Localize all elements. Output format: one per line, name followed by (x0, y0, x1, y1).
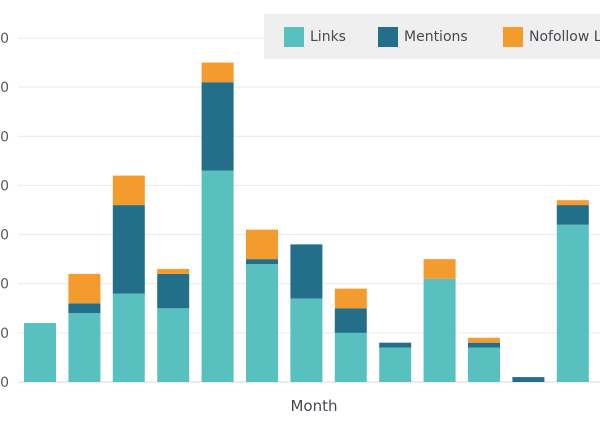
bar-nofollow-l[interactable] (157, 268, 190, 274)
bar-mentions[interactable] (68, 303, 101, 314)
bar-mentions[interactable] (512, 377, 545, 382)
bar-mentions[interactable] (334, 308, 367, 333)
y-tick-label: 0 (0, 80, 9, 96)
legend-swatch-mentions (378, 27, 398, 47)
y-tick-label: 0 (0, 129, 9, 145)
bar-links[interactable] (201, 170, 234, 382)
legend-swatch-links (284, 27, 304, 47)
bar-mentions[interactable] (379, 342, 412, 348)
bar-nofollow-l[interactable] (423, 259, 456, 279)
bar-links[interactable] (290, 298, 323, 382)
bar-mentions[interactable] (201, 82, 234, 171)
bar-links[interactable] (68, 313, 101, 382)
bar-nofollow-l[interactable] (556, 200, 589, 206)
bar-nofollow-l[interactable] (68, 273, 101, 304)
x-axis-title: Month (290, 397, 337, 415)
y-tick-label: 0 (0, 178, 9, 194)
bar-links[interactable] (468, 347, 500, 382)
bar-nofollow-l[interactable] (201, 62, 234, 83)
bar-nofollow-l[interactable] (246, 229, 278, 260)
bar-series (24, 62, 589, 382)
bar-links[interactable] (246, 264, 278, 382)
legend-label-mentions: Mentions (404, 29, 468, 45)
legend-item-mentions[interactable]: Mentions (378, 26, 468, 48)
bar-mentions[interactable] (290, 244, 323, 299)
bar-mentions[interactable] (157, 273, 190, 309)
y-tick-label: 0 (0, 31, 9, 47)
y-tick-label: 0 (0, 277, 9, 293)
y-tick-label: 0 (0, 228, 9, 244)
bar-mentions[interactable] (468, 342, 500, 348)
bar-links[interactable] (556, 224, 589, 382)
y-tick-label: 0 (0, 375, 9, 391)
chart-legend: Links Mentions Nofollow L (264, 14, 600, 59)
bar-links[interactable] (379, 347, 412, 382)
legend-swatch-nofollow (503, 27, 523, 47)
bar-mentions[interactable] (556, 205, 589, 225)
legend-label-nofollow: Nofollow L (529, 29, 600, 45)
bar-links[interactable] (423, 278, 456, 382)
legend-item-links[interactable]: Links (284, 26, 346, 48)
y-tick-label: 0 (0, 326, 9, 342)
bar-links[interactable] (24, 323, 56, 382)
bar-nofollow-l[interactable] (112, 175, 145, 206)
bar-mentions[interactable] (112, 205, 145, 294)
bar-links[interactable] (112, 293, 145, 382)
legend-item-nofollow[interactable]: Nofollow L (503, 26, 600, 48)
bar-links[interactable] (334, 332, 367, 382)
bar-mentions[interactable] (246, 259, 278, 265)
y-axis-tick-labels: 0 0 0 0 0 0 0 0 (0, 31, 9, 391)
bar-nofollow-l[interactable] (334, 288, 367, 309)
bar-nofollow-l[interactable] (468, 337, 500, 343)
bar-links[interactable] (157, 308, 190, 382)
legend-label-links: Links (310, 29, 346, 45)
